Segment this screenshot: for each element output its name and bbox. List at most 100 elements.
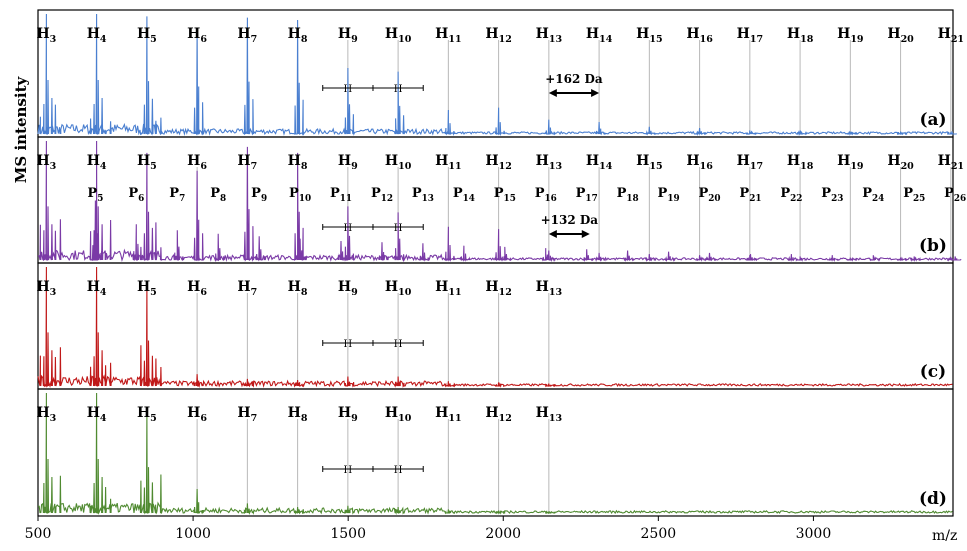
peak-label-P26: P26: [944, 186, 966, 204]
peak-label-H8: H8: [288, 405, 308, 424]
x-tick-label: 1000: [175, 526, 211, 542]
panel-label-3: (d): [919, 489, 947, 509]
peak-label-H20: H20: [887, 26, 914, 45]
peak-label-H4: H4: [87, 26, 107, 45]
peak-label-H16: H16: [686, 153, 713, 172]
peak-label-P17: P17: [576, 186, 598, 204]
bracket-label: H: [394, 465, 403, 476]
peak-label-H15: H15: [636, 26, 662, 45]
peak-label-H4: H4: [87, 279, 107, 298]
arrow-head-right: [591, 89, 600, 97]
peak-label-H12: H12: [485, 26, 511, 45]
spectrum-trace-0: [37, 13, 957, 137]
peak-label-H14: H14: [586, 26, 613, 45]
peak-label-P15: P15: [494, 186, 516, 204]
peak-label-H10: H10: [385, 153, 412, 172]
peak-label-H5: H5: [137, 405, 157, 424]
peak-label-P21: P21: [739, 186, 761, 204]
peak-label-H7: H7: [237, 26, 257, 45]
peak-label-H12: H12: [485, 153, 511, 172]
peak-label-H7: H7: [237, 405, 257, 424]
peak-label-H18: H18: [787, 26, 814, 45]
peak-label-H13: H13: [536, 153, 563, 172]
peak-label-H11: H11: [435, 26, 461, 45]
peak-label-H12: H12: [485, 279, 511, 298]
peak-label-H17: H17: [737, 153, 763, 172]
peak-label-H15: H15: [636, 153, 662, 172]
peak-label-P22: P22: [780, 186, 802, 204]
peak-label-P20: P20: [698, 186, 720, 204]
peak-label-H3: H3: [36, 405, 56, 424]
peak-label-H5: H5: [137, 153, 157, 172]
peak-label-H6: H6: [187, 405, 207, 424]
bracket-label: H: [343, 84, 352, 95]
panel-frame-3: [37, 388, 954, 517]
arrow-head-left: [548, 230, 557, 238]
peak-label-H21: H21: [938, 26, 964, 45]
bracket-label: H: [343, 223, 352, 234]
peak-label-H9: H9: [338, 26, 358, 45]
x-tick-label: 2000: [485, 526, 521, 542]
x-tick-label: 3000: [796, 526, 832, 542]
peak-label-H13: H13: [536, 26, 563, 45]
peak-label-H21: H21: [938, 153, 964, 172]
peak-label-P13: P13: [412, 186, 434, 204]
peak-label-P9: P9: [251, 186, 267, 204]
peak-label-H11: H11: [435, 279, 461, 298]
peak-label-P10: P10: [289, 186, 311, 204]
peak-label-P6: P6: [128, 186, 144, 204]
mass-shift-label: +162 Da: [545, 72, 603, 86]
spectrum-trace-1: [37, 140, 962, 263]
spectrum-trace-3: [37, 392, 953, 516]
peak-label-H10: H10: [385, 26, 412, 45]
peak-label-P14: P14: [453, 186, 475, 204]
peak-label-P11: P11: [330, 186, 352, 204]
x-tick-label: 2500: [641, 526, 677, 542]
arrow-head-left: [548, 89, 557, 97]
panel-label-0: (a): [919, 110, 946, 130]
peak-label-H13: H13: [536, 279, 563, 298]
peak-label-H19: H19: [837, 153, 864, 172]
peak-label-H6: H6: [187, 279, 207, 298]
peak-label-H14: H14: [586, 153, 613, 172]
peak-label-P25: P25: [903, 186, 925, 204]
peak-label-H4: H4: [87, 405, 107, 424]
bracket-label: H: [394, 339, 403, 350]
x-tick-label: 1500: [330, 526, 366, 542]
peak-label-H4: H4: [87, 153, 107, 172]
peak-label-P8: P8: [210, 186, 226, 204]
peak-label-P19: P19: [658, 186, 680, 204]
peak-label-H18: H18: [787, 153, 814, 172]
peak-label-H3: H3: [36, 26, 56, 45]
peak-label-H3: H3: [36, 279, 56, 298]
peak-label-H9: H9: [338, 153, 358, 172]
peak-label-H6: H6: [187, 153, 207, 172]
peak-label-P7: P7: [169, 186, 185, 204]
peak-label-P16: P16: [535, 186, 557, 204]
peak-label-H5: H5: [137, 26, 157, 45]
peak-label-H10: H10: [385, 405, 412, 424]
peak-label-H17: H17: [737, 26, 763, 45]
peak-label-H11: H11: [435, 153, 461, 172]
peak-label-P5: P5: [87, 186, 103, 204]
x-axis-label: m/z: [932, 528, 958, 544]
y-axis-label: MS intensity: [12, 76, 30, 184]
peak-label-H11: H11: [435, 405, 461, 424]
spectrum-trace-2: [37, 266, 953, 389]
panel-label-1: (b): [919, 236, 947, 256]
peak-label-P23: P23: [821, 186, 843, 204]
peak-label-P24: P24: [862, 186, 884, 204]
peak-label-H19: H19: [837, 26, 864, 45]
peak-label-H8: H8: [288, 153, 308, 172]
peak-label-P18: P18: [617, 186, 639, 204]
peak-label-H8: H8: [288, 26, 308, 45]
peak-label-H3: H3: [36, 153, 56, 172]
peak-label-H5: H5: [137, 279, 157, 298]
peak-label-H16: H16: [686, 26, 713, 45]
bracket-label: H: [343, 339, 352, 350]
peak-label-P12: P12: [371, 186, 393, 204]
peak-label-H13: H13: [536, 405, 563, 424]
peak-label-H7: H7: [237, 279, 257, 298]
peak-label-H9: H9: [338, 405, 358, 424]
bracket-label: H: [394, 84, 403, 95]
